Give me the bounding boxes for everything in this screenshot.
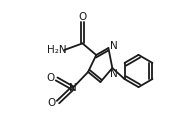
Text: N: N (110, 41, 118, 51)
Text: O: O (78, 12, 87, 22)
Text: N: N (69, 83, 77, 93)
Text: O: O (46, 73, 54, 83)
Text: H₂N: H₂N (47, 45, 66, 55)
Text: O: O (48, 98, 56, 108)
Text: N: N (110, 69, 118, 79)
